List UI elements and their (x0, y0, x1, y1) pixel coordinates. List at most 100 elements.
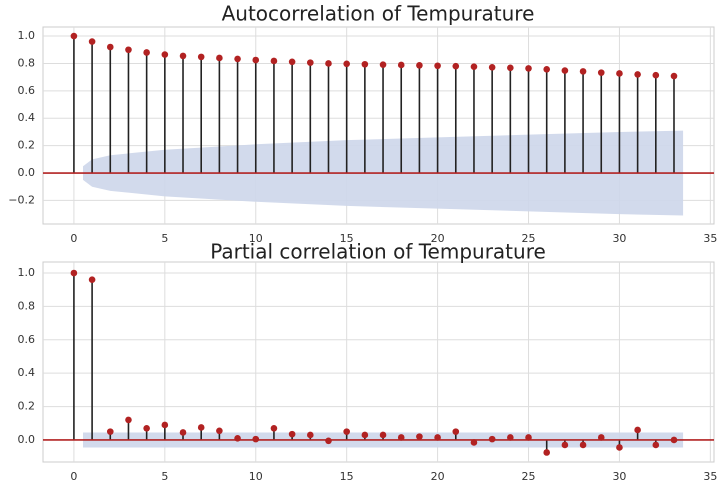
x-tick-label: 35 (703, 470, 717, 483)
marker (106, 428, 114, 435)
chart-title: Partial correlation of Tempurature (210, 240, 546, 264)
y-tick-label: 0.6 (18, 84, 36, 97)
x-tick-label: 5 (161, 232, 168, 245)
marker (434, 62, 441, 70)
x-tick-label: 20 (431, 232, 445, 245)
marker (70, 269, 78, 277)
marker (470, 439, 478, 446)
y-tick-label: 1.0 (18, 29, 36, 42)
marker (307, 431, 314, 439)
marker (507, 64, 514, 72)
marker (379, 431, 387, 439)
marker (525, 65, 532, 72)
marker (397, 434, 405, 441)
marker (652, 441, 660, 449)
marker (361, 431, 369, 439)
y-tick-label: −0.2 (8, 193, 35, 206)
marker (106, 43, 114, 51)
marker (361, 60, 369, 68)
marker (634, 71, 641, 78)
chart-title: Autocorrelation of Tempurature (222, 2, 535, 26)
marker (507, 434, 514, 441)
marker (88, 276, 96, 283)
marker (561, 441, 569, 449)
marker (161, 421, 169, 429)
marker (179, 429, 187, 436)
marker (216, 427, 223, 435)
x-tick-label: 0 (70, 470, 77, 483)
marker (579, 441, 587, 449)
x-tick-label: 20 (431, 470, 445, 483)
marker (125, 46, 132, 54)
marker (597, 69, 605, 76)
marker (325, 437, 332, 445)
x-tick-label: 15 (340, 470, 354, 483)
marker (543, 449, 551, 456)
marker (434, 434, 441, 441)
y-tick-label: 0.0 (18, 166, 36, 179)
marker (125, 416, 132, 424)
marker (652, 71, 660, 79)
marker (88, 38, 96, 45)
marker (288, 430, 296, 438)
marker (416, 62, 423, 69)
x-tick-label: 30 (612, 470, 626, 483)
x-tick-label: 35 (703, 232, 717, 245)
marker (143, 424, 150, 432)
x-tick-label: 10 (249, 232, 263, 245)
marker (343, 428, 350, 435)
y-tick-label: 0.8 (18, 56, 36, 69)
marker (343, 60, 350, 68)
marker (70, 32, 78, 40)
marker (488, 435, 496, 443)
y-tick-label: 0.8 (18, 299, 36, 312)
marker (197, 53, 205, 61)
marker (252, 56, 260, 64)
marker (525, 434, 532, 441)
marker (270, 424, 278, 432)
marker (543, 66, 551, 73)
marker (488, 63, 496, 71)
marker (197, 424, 205, 431)
marker (379, 61, 387, 68)
marker (234, 55, 241, 63)
marker (252, 435, 260, 443)
y-tick-label: 0.2 (18, 400, 36, 413)
y-tick-label: 0.4 (18, 111, 36, 124)
marker (597, 434, 605, 441)
marker (270, 57, 278, 65)
x-tick-label: 10 (249, 470, 263, 483)
marker (634, 426, 641, 434)
marker (288, 58, 296, 66)
y-tick-label: 0.0 (18, 433, 36, 446)
marker (670, 72, 678, 80)
plot-area (42, 261, 715, 463)
marker (397, 61, 405, 69)
marker (470, 63, 478, 71)
x-tick-label: 15 (340, 232, 354, 245)
marker (670, 436, 678, 444)
marker (616, 444, 623, 451)
marker (452, 428, 460, 435)
marker (416, 433, 423, 440)
marker (452, 62, 460, 70)
marker (216, 54, 223, 62)
y-tick-label: 0.6 (18, 333, 36, 346)
x-tick-label: 5 (161, 470, 168, 483)
x-tick-label: 25 (522, 232, 536, 245)
x-tick-label: 30 (612, 232, 626, 245)
y-tick-label: 0.2 (18, 139, 36, 152)
marker (143, 49, 150, 56)
marker (616, 70, 623, 77)
marker (234, 434, 241, 442)
marker (561, 67, 569, 74)
marker (579, 68, 587, 75)
y-tick-label: 0.4 (18, 366, 36, 379)
marker (325, 60, 332, 67)
x-tick-label: 0 (70, 232, 77, 245)
marker (307, 59, 314, 66)
x-tick-label: 25 (522, 470, 536, 483)
marker (179, 52, 187, 60)
